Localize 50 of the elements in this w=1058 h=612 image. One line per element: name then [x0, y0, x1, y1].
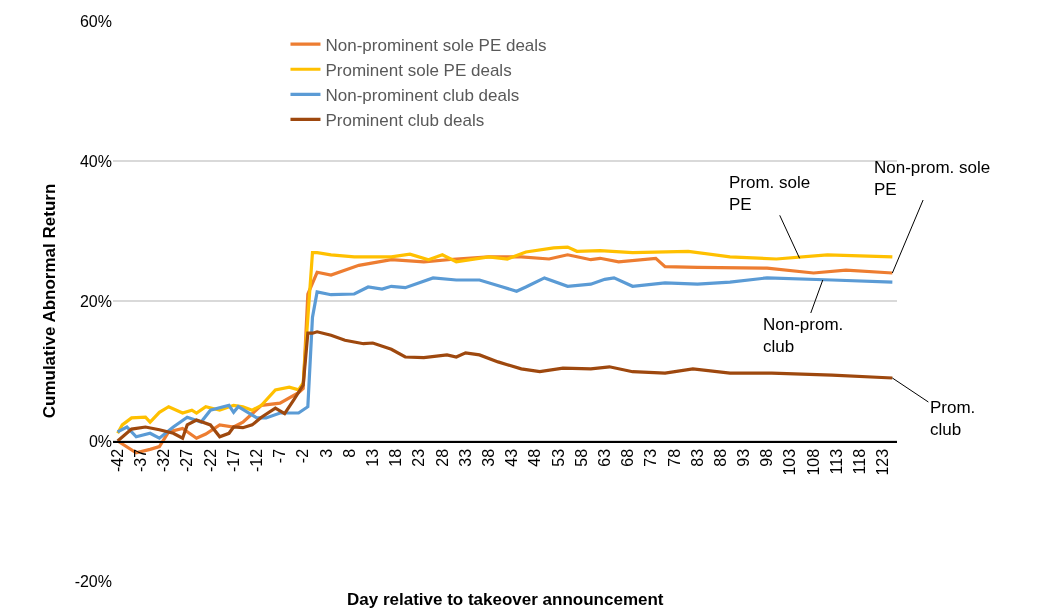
x-tick-label: 18 — [387, 448, 405, 467]
x-tick-label: -32 — [155, 448, 173, 473]
x-tick-label: 23 — [410, 448, 428, 467]
x-axis-title: Day relative to takeover announcement — [347, 590, 664, 609]
x-tick-label: 68 — [619, 448, 637, 467]
legend-label: Prominent club deals — [325, 111, 485, 131]
y-tick-label: 20% — [79, 292, 112, 310]
legend-label: Prominent sole PE deals — [325, 60, 512, 80]
y-tick-label: 40% — [79, 152, 112, 170]
x-tick-label: 28 — [433, 448, 451, 467]
x-tick-label: 118 — [851, 448, 869, 475]
annotation: Prom. sole PE — [729, 173, 811, 215]
line-series — [116, 276, 894, 440]
x-tick-label: 63 — [595, 448, 613, 467]
x-tick-label: 3 — [317, 448, 335, 458]
x-tick-label: -2 — [294, 448, 312, 464]
x-tick-label: -17 — [224, 448, 242, 473]
x-tick-label: 98 — [758, 448, 776, 467]
x-tick-label: 13 — [363, 448, 381, 467]
x-tick-label: 8 — [340, 448, 358, 458]
x-tick-label: 53 — [549, 448, 567, 467]
x-tick-label: -42 — [108, 448, 126, 473]
annotation: Non-prom. club — [763, 315, 844, 357]
annotation: Non-prom. sole PE — [874, 158, 991, 200]
x-tick-label: 43 — [503, 448, 521, 467]
x-tick-label: 108 — [804, 448, 822, 476]
y-tick-label: 60% — [79, 12, 112, 30]
x-tick-label: 58 — [572, 448, 590, 467]
x-tick-label: 93 — [735, 448, 753, 467]
x-tick-label: -22 — [201, 448, 219, 473]
y-tick-label: 0% — [88, 432, 112, 450]
x-tick-label: 113 — [827, 448, 845, 475]
y-tick-label: -20% — [74, 572, 112, 590]
x-tick-label: 38 — [479, 448, 497, 467]
x-tick-label: 103 — [781, 448, 799, 476]
x-tick-label: 88 — [711, 448, 729, 467]
legend-label: Non-prominent club deals — [325, 85, 520, 105]
x-tick-label: 33 — [456, 448, 474, 467]
x-tick-label: -37 — [132, 448, 150, 473]
y-axis-title: Cumulative Abnormal Return — [40, 183, 60, 419]
x-tick-label: -7 — [271, 448, 289, 464]
x-tick-label: 83 — [688, 448, 706, 467]
x-tick-label: -12 — [248, 448, 266, 473]
annotation: Prom. club — [930, 398, 976, 440]
x-tick-label: 48 — [526, 448, 544, 467]
x-tick-label: 78 — [665, 448, 683, 467]
x-tick-label: -27 — [178, 448, 196, 473]
x-tick-label: 123 — [874, 448, 892, 476]
x-tick-label: 73 — [642, 448, 660, 467]
legend-label: Non-prominent sole PE deals — [325, 35, 547, 55]
